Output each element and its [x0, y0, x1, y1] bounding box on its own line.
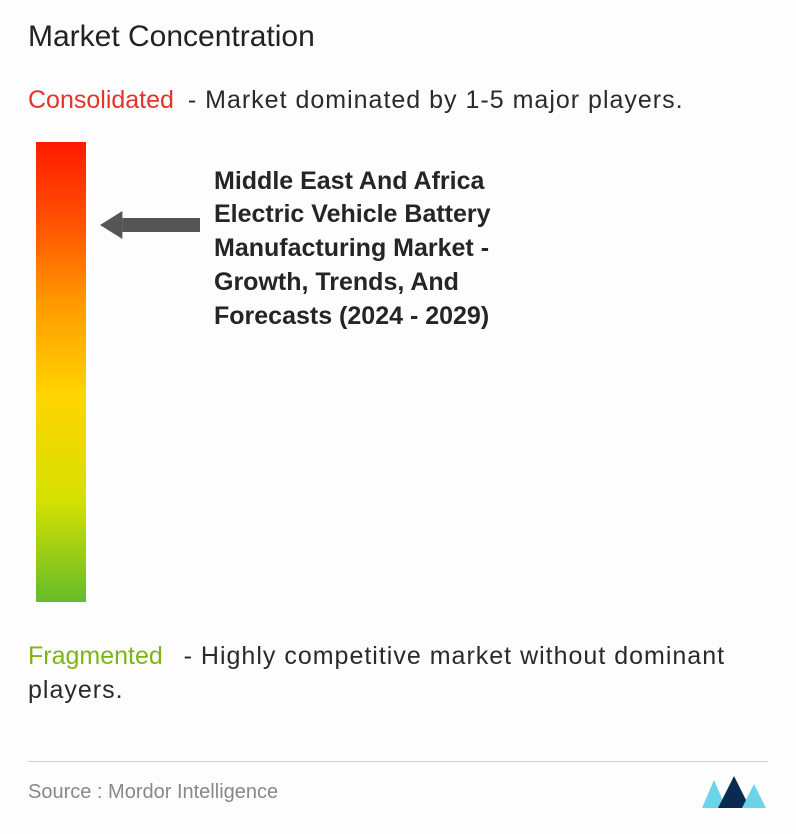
source-text: Source : Mordor Intelligence: [28, 781, 278, 804]
consolidated-label: Consolidated: [28, 86, 174, 114]
fragmented-description: Fragmented - Highly competitive market w…: [28, 640, 768, 708]
footer: Source : Mordor Intelligence: [28, 761, 768, 810]
concentration-chart: Middle East And Africa Electric Vehicle …: [36, 142, 768, 612]
fragmented-label: Fragmented: [28, 642, 163, 670]
pointer-arrow-group: [100, 209, 204, 241]
consolidated-description: Consolidated - Market dominated by 1-5 m…: [28, 84, 768, 118]
pointer-caption: Middle East And Africa Electric Vehicle …: [214, 165, 544, 334]
gradient-bar: [36, 142, 86, 602]
logo: [700, 774, 768, 810]
page-title: Market Concentration: [28, 20, 768, 54]
consolidated-text: - Market dominated by 1-5 major players.: [188, 86, 684, 114]
arrow-icon: [100, 209, 204, 241]
